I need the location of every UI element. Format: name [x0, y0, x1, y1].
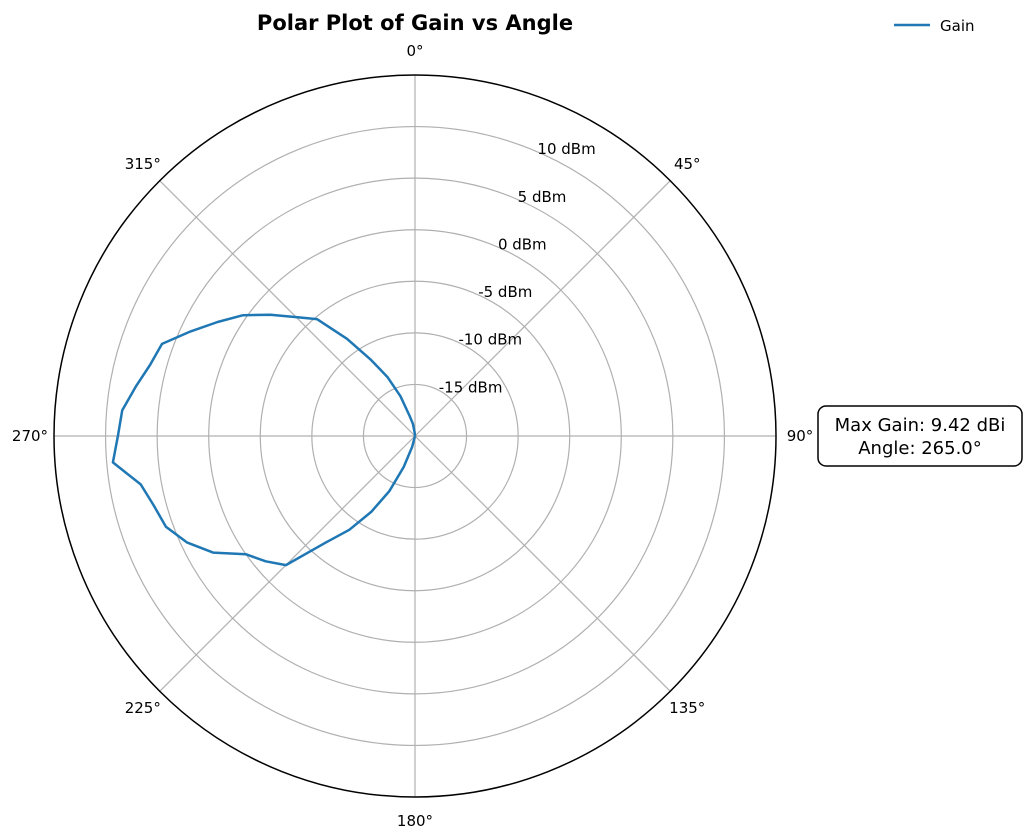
polar-frame	[53, 74, 777, 798]
theta-tick-label: 270°	[12, 427, 48, 445]
theta-tick-label: 225°	[125, 699, 161, 717]
r-tick-label: 5 dBm	[518, 188, 567, 206]
theta-tick-label: 180°	[397, 812, 433, 830]
angular-grid-line	[414, 435, 671, 692]
legend: Gain	[894, 17, 975, 35]
tick-layer: 0° 45° 90° 135° 180° 225° 270° 315° -15 dBm -10 d…	[12, 42, 813, 830]
annotation-max-gain: Max Gain: 9.42 dBi	[835, 415, 1006, 436]
angular-grid-line	[414, 180, 671, 437]
legend-label-gain: Gain	[940, 17, 975, 35]
r-tick-label: 10 dBm	[537, 140, 595, 158]
theta-tick-label: 135°	[669, 699, 705, 717]
annotation-angle: Angle: 265.0°	[858, 438, 982, 459]
theta-tick-label: 90°	[787, 427, 814, 445]
theta-tick-label: 315°	[125, 155, 161, 173]
theta-tick-label: 0°	[406, 42, 423, 60]
series-line-gain	[111, 313, 417, 567]
r-tick-label: 0 dBm	[498, 235, 547, 253]
r-tick-label: -10 dBm	[458, 331, 522, 349]
annotation-box	[817, 405, 1023, 467]
theta-tick-label: 45°	[674, 155, 701, 173]
r-tick-label: -5 dBm	[478, 283, 532, 301]
r-tick-label: -15 dBm	[439, 378, 503, 396]
max-gain-annotation: Max Gain: 9.42 dBi Angle: 265.0°	[817, 405, 1023, 467]
angular-grid-line	[159, 180, 416, 437]
series-layer	[111, 313, 417, 567]
chart-title: Polar Plot of Gain vs Angle	[257, 11, 573, 35]
